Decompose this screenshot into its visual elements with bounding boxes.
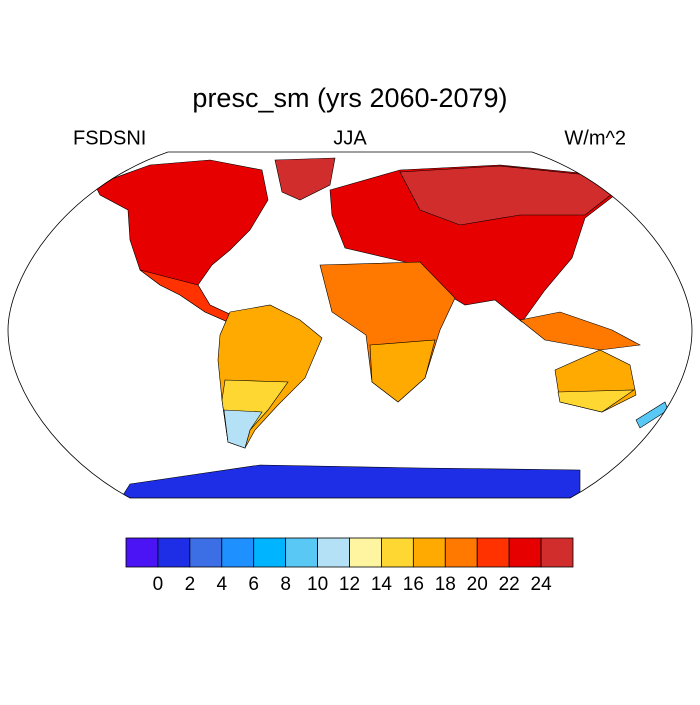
colorbar-box: [540, 537, 574, 568]
left-string: FSDSNI: [73, 127, 146, 149]
center-string: JJA: [333, 127, 367, 149]
maritime-asia: [519, 311, 641, 351]
colorbar-box: [317, 537, 350, 568]
colorbar-box: [444, 537, 478, 568]
colorbar-label: 2: [185, 574, 196, 595]
colorbar-label: 6: [248, 574, 259, 595]
land: [94, 157, 669, 498]
colorbar-label: 0: [153, 574, 164, 595]
colorbar-label: 24: [531, 574, 553, 595]
colorbar-box: [157, 537, 191, 568]
siberia: [399, 165, 613, 226]
colorbar-label: 18: [435, 574, 456, 595]
colorbar-box: [125, 537, 159, 568]
colorbar-box: [221, 537, 255, 568]
colorbar-box: [285, 537, 318, 568]
greenland: [274, 157, 336, 201]
colorbar-label: 20: [467, 574, 488, 595]
right-string: W/m^2: [564, 127, 626, 149]
colorbar-label: 4: [216, 574, 227, 595]
antarctica: [119, 464, 581, 498]
colorbar: 0 2 4 6 8 10 12 14 16 18 20 22 24: [125, 537, 574, 595]
colorbar-label: 8: [280, 574, 291, 595]
south-america-tip: [223, 409, 263, 449]
colorbar-label: 14: [371, 574, 393, 595]
colorbar-label: 10: [307, 574, 328, 595]
colorbar-box: [381, 537, 414, 568]
colorbar-box: [349, 537, 382, 568]
australia-south: [557, 389, 636, 413]
colorbar-label: 12: [339, 574, 360, 595]
colorbar-box: [189, 537, 223, 568]
map-outline: [7, 151, 693, 499]
colorbar-box: [253, 537, 287, 568]
colorbar-box: [476, 537, 510, 568]
colorbar-label: 22: [499, 574, 520, 595]
colorbar-box: [412, 537, 446, 568]
colorbar-label: 16: [403, 574, 424, 595]
colorbar-box: [508, 537, 542, 568]
southern-africa: [369, 339, 436, 403]
title: presc_sm (yrs 2060-2079): [192, 83, 507, 113]
